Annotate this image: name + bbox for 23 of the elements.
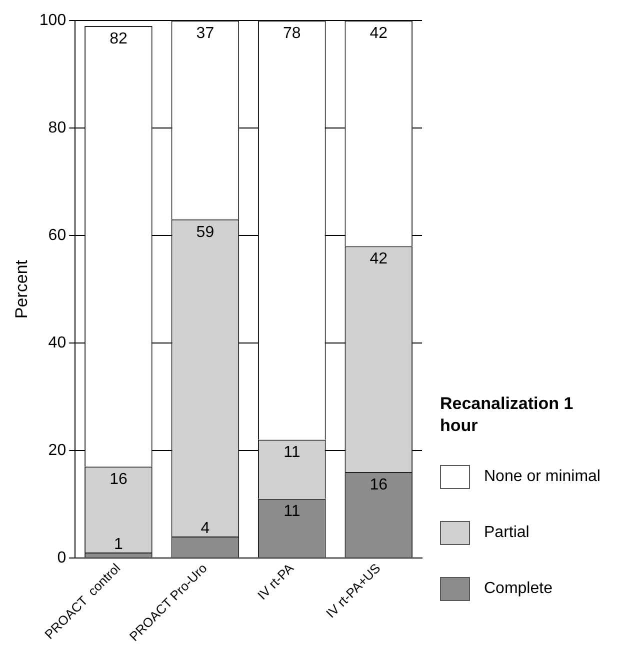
data-label: 37 (196, 25, 214, 42)
text: None or minimal (484, 468, 600, 486)
data-label: 16 (110, 470, 128, 488)
data-label: 78 (283, 25, 301, 42)
data-label: 11 (284, 444, 300, 462)
y-axis-title: Percent (12, 260, 31, 319)
data-label: 82 (110, 30, 128, 48)
data-label: 1 (114, 536, 124, 553)
y-tick-label: 100 (39, 12, 66, 30)
data-label: 59 (196, 224, 214, 241)
data-label: 11 (284, 503, 300, 520)
y-tick-label: 0 (57, 549, 66, 566)
legend-title: Recanalization 1 hour (440, 393, 574, 437)
y-tick-label: 40 (48, 334, 66, 352)
data-label: 4 (200, 520, 210, 537)
y-tick-label: 80 (48, 119, 66, 136)
legend-label: Complete (484, 580, 552, 598)
y-tick-label: 20 (48, 442, 66, 459)
data-label: 16 (370, 476, 388, 494)
y-tick-label: 60 (48, 226, 66, 244)
data-label: 42 (370, 25, 388, 42)
legend-label: Partial (484, 524, 530, 542)
data-label: 42 (370, 250, 388, 268)
